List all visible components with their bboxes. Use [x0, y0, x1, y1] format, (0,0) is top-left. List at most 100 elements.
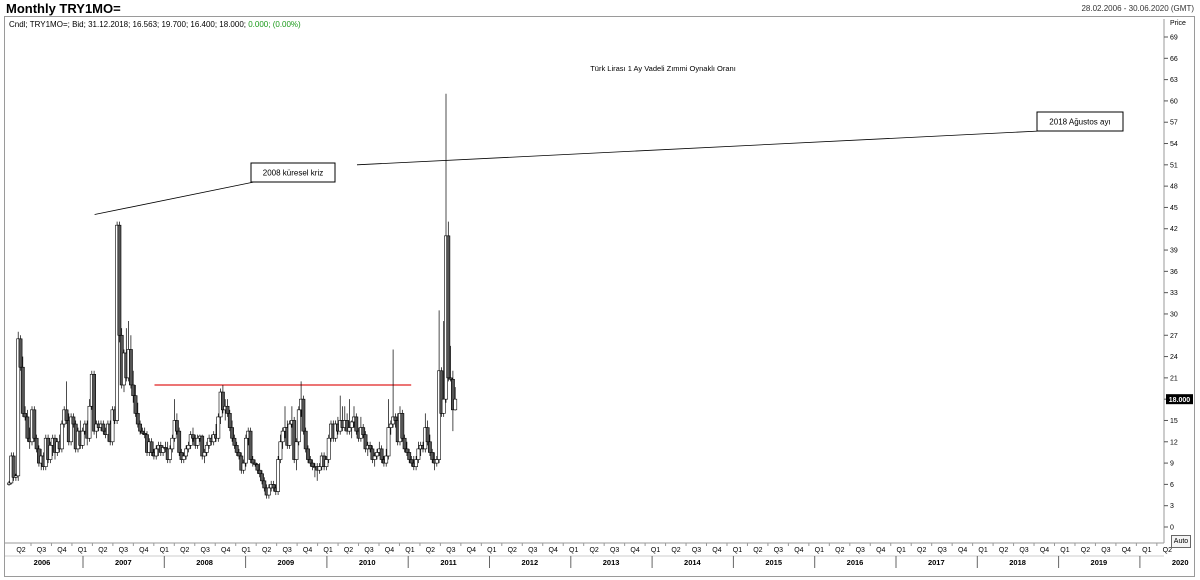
price-tick-label: 57: [1170, 120, 1178, 127]
candle-body: [69, 416, 74, 443]
candle-body: [138, 423, 143, 432]
quarter-tick-label: Q2: [426, 547, 435, 554]
price-tick-label: 12: [1170, 439, 1178, 446]
candle-body: [370, 448, 375, 460]
candle-body: [416, 448, 421, 460]
candle-body: [204, 445, 209, 453]
candle-body: [191, 434, 195, 439]
candle-body: [437, 370, 442, 460]
candle-body: [404, 448, 409, 453]
candle-body: [154, 448, 159, 457]
quarter-tick-label: Q4: [876, 547, 885, 554]
candle-body: [253, 462, 258, 465]
price-tick-label: 6: [1170, 482, 1174, 489]
candle-body: [384, 455, 389, 464]
year-tick-label: 2006: [34, 558, 51, 567]
candle-body: [393, 416, 398, 421]
quarter-tick-label: Q3: [692, 547, 701, 554]
quarter-tick-label: Q3: [937, 547, 946, 554]
candle-body: [202, 452, 207, 457]
candle-body: [450, 378, 455, 411]
year-tick-label: 2008: [196, 558, 213, 567]
candle-body: [287, 423, 292, 446]
candle-body: [434, 459, 439, 464]
date-range-label: 28.02.2006 - 30.06.2020 (GMT): [1081, 4, 1194, 13]
year-tick-label: 2011: [440, 558, 456, 567]
year-tick-label: 2015: [765, 558, 782, 567]
price-tick-label: 9: [1170, 461, 1174, 468]
quarter-tick-label: Q4: [467, 547, 476, 554]
candle-body: [244, 437, 248, 464]
year-tick-label: 2020: [1172, 558, 1189, 567]
quarter-tick-label: Q3: [37, 547, 46, 554]
candle-body: [271, 484, 276, 489]
year-tick-label: 2009: [278, 558, 295, 567]
quarter-tick-label: Q4: [630, 547, 639, 554]
candle-body: [216, 416, 221, 439]
candle-body: [349, 421, 354, 428]
candle-body: [303, 430, 308, 450]
candle-body: [248, 430, 253, 460]
candle-body: [16, 338, 21, 477]
price-tick-label: 3: [1170, 503, 1174, 510]
candle-body: [276, 459, 281, 492]
quarter-tick-label: Q3: [119, 547, 128, 554]
quarter-tick-label: Q2: [753, 547, 762, 554]
candle-body: [388, 423, 393, 428]
candle-body: [241, 462, 246, 471]
candle-body: [20, 366, 25, 414]
candle-body: [71, 416, 76, 425]
quarter-tick-label: Q2: [835, 547, 844, 554]
candle-body: [64, 409, 69, 421]
candle-body: [234, 445, 239, 453]
quarter-tick-label: Q2: [16, 547, 25, 554]
year-tick-label: 2013: [603, 558, 620, 567]
year-tick-label: 2018: [1009, 558, 1026, 567]
candle-body: [129, 349, 133, 386]
year-tick-label: 2014: [684, 558, 702, 567]
quarter-tick-label: Q1: [978, 547, 987, 554]
chart-window-title: Monthly TRY1MO=: [6, 1, 121, 16]
candle-body: [101, 423, 106, 432]
quarter-tick-label: Q2: [917, 547, 926, 554]
candle-body: [292, 420, 297, 460]
quarter-tick-label: Q3: [1019, 547, 1028, 554]
candle-body: [402, 437, 407, 450]
annotation-box: [1036, 111, 1124, 132]
candle-body: [317, 466, 322, 471]
price-tick-label: 54: [1170, 141, 1178, 148]
candle-body: [414, 459, 419, 467]
candle-body: [441, 398, 446, 414]
auto-scale-button[interactable]: Auto: [1171, 535, 1191, 548]
ohlc-info-values: Cndl; TRY1MO=; Bid; 31.12.2018; 16.563; …: [9, 20, 246, 29]
candle-body: [354, 416, 359, 432]
candle-body: [301, 398, 306, 432]
candle-body: [32, 409, 37, 439]
ohlc-info-line: Cndl; TRY1MO=; Bid; 31.12.2018; 16.563; …: [9, 20, 301, 29]
candle-body: [140, 430, 145, 434]
candle-body: [168, 448, 172, 460]
candle-body: [407, 452, 412, 460]
year-tick-label: 2012: [521, 558, 538, 567]
candle-body: [375, 452, 379, 457]
quarter-tick-label: Q2: [262, 547, 271, 554]
quarter-tick-label: Q2: [999, 547, 1008, 554]
year-tick-label: 2019: [1091, 558, 1108, 567]
candle-body: [446, 235, 451, 379]
candle-body: [308, 459, 313, 464]
last-price-label: 18.000: [1169, 397, 1191, 404]
candle-body: [34, 437, 39, 450]
quarter-tick-label: Q3: [856, 547, 865, 554]
annotation-label: 2018 Ağustos ayı: [1049, 118, 1110, 127]
quarter-tick-label: Q1: [78, 547, 87, 554]
candle-body: [306, 448, 310, 460]
candle-body: [363, 434, 368, 450]
quarter-tick-label: Q3: [774, 547, 783, 554]
candle-body: [163, 447, 168, 450]
annotation-label: 2008 küresel kriz: [263, 169, 323, 178]
quarter-tick-label: Q1: [815, 547, 824, 554]
candle-body: [80, 430, 85, 446]
quarter-tick-label: Q4: [549, 547, 558, 554]
candle-body: [92, 374, 97, 432]
